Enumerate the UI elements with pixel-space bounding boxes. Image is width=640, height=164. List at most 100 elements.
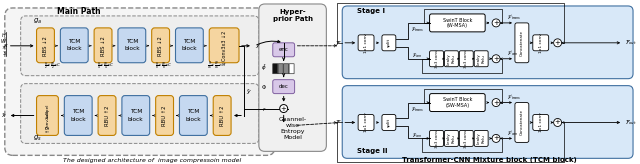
Text: Concatenate: Concatenate — [520, 30, 524, 56]
FancyBboxPatch shape — [20, 84, 259, 143]
Text: Transformer-CNN Mixture block (TCM block): Transformer-CNN Mixture block (TCM block… — [402, 157, 577, 163]
Text: $g_s$: $g_s$ — [33, 134, 42, 143]
Text: Conv3x3 ↓2: Conv3x3 ↓2 — [221, 31, 227, 61]
FancyBboxPatch shape — [444, 51, 458, 67]
FancyBboxPatch shape — [358, 114, 374, 130]
Text: RBU ↑2: RBU ↑2 — [162, 105, 167, 126]
FancyBboxPatch shape — [179, 96, 207, 135]
Text: Main Path: Main Path — [58, 7, 101, 16]
Text: block: block — [182, 46, 197, 51]
Text: Leaky
Relu: Leaky Relu — [447, 53, 456, 65]
Text: $\mathcal{F}_{cnn}$: $\mathcal{F}_{cnn}$ — [412, 51, 423, 60]
FancyBboxPatch shape — [342, 6, 633, 79]
Text: 1x1 conv: 1x1 conv — [539, 33, 543, 53]
Text: $\mathcal{F}_{cnn}$: $\mathcal{F}_{cnn}$ — [412, 131, 423, 140]
FancyBboxPatch shape — [515, 102, 529, 142]
Text: 3x3 conv: 3x3 conv — [435, 129, 438, 148]
FancyBboxPatch shape — [36, 96, 58, 135]
Text: $g_a$: $g_a$ — [33, 16, 42, 26]
Text: block: block — [186, 117, 201, 122]
FancyBboxPatch shape — [98, 96, 116, 135]
FancyBboxPatch shape — [122, 96, 150, 135]
FancyBboxPatch shape — [36, 28, 54, 63]
Text: y: y — [255, 43, 259, 48]
Text: $\mathcal{F}'_{trans}$: $\mathcal{F}'_{trans}$ — [507, 93, 522, 102]
Text: ↑2: ↑2 — [45, 125, 50, 132]
FancyBboxPatch shape — [278, 64, 283, 74]
FancyBboxPatch shape — [382, 35, 396, 51]
Text: $\hat{\phi}$: $\hat{\phi}$ — [261, 62, 267, 73]
Text: subpel: subpel — [45, 103, 49, 118]
FancyBboxPatch shape — [289, 64, 294, 74]
FancyBboxPatch shape — [60, 28, 88, 63]
Text: +: + — [493, 135, 499, 141]
FancyBboxPatch shape — [532, 114, 548, 130]
Text: +: + — [555, 120, 561, 125]
FancyBboxPatch shape — [474, 130, 488, 146]
Text: 1x1 conv: 1x1 conv — [364, 113, 368, 132]
FancyBboxPatch shape — [515, 23, 529, 63]
Text: $\mathcal{F}_{trans}$: $\mathcal{F}_{trans}$ — [411, 105, 424, 114]
Circle shape — [492, 99, 500, 107]
FancyBboxPatch shape — [358, 35, 374, 51]
FancyBboxPatch shape — [94, 28, 112, 63]
Text: Stage I: Stage I — [357, 8, 385, 14]
Text: +: + — [555, 40, 561, 46]
Text: +: + — [281, 106, 287, 112]
FancyBboxPatch shape — [429, 14, 485, 32]
Text: +: + — [493, 20, 499, 26]
Text: TCM: TCM — [187, 109, 200, 114]
Text: +: + — [493, 100, 499, 106]
Text: enc: enc — [279, 47, 289, 52]
Text: dec: dec — [279, 84, 289, 89]
FancyBboxPatch shape — [20, 16, 259, 76]
Text: $\mathcal{F}_{out}$: $\mathcal{F}_{out}$ — [625, 38, 637, 47]
FancyBboxPatch shape — [273, 80, 294, 94]
Text: $\Phi$: $\Phi$ — [261, 83, 267, 91]
Text: $\mathcal{F}$: $\mathcal{F}$ — [335, 118, 341, 126]
FancyBboxPatch shape — [429, 51, 444, 67]
Text: block: block — [70, 117, 86, 122]
Text: $\frac{H}{2}$$\times$$\frac{W}{2}$$\times C$: $\frac{H}{2}$$\times$$\frac{W}{2}$$\time… — [44, 61, 61, 72]
FancyBboxPatch shape — [175, 28, 204, 63]
Text: Hyper-
prior Path: Hyper- prior Path — [273, 10, 312, 22]
Text: 1x1 conv: 1x1 conv — [539, 113, 543, 132]
Text: split: split — [387, 118, 391, 127]
Text: block: block — [128, 117, 143, 122]
FancyBboxPatch shape — [474, 51, 488, 67]
Text: 3x3 conv: 3x3 conv — [464, 129, 468, 148]
FancyBboxPatch shape — [460, 130, 473, 146]
Circle shape — [492, 55, 500, 63]
Text: $\frac{H}{8}$$\times$$\frac{W}{8}$$\times C$: $\frac{H}{8}$$\times$$\frac{W}{8}$$\time… — [155, 61, 173, 72]
FancyBboxPatch shape — [429, 94, 485, 112]
FancyBboxPatch shape — [284, 64, 289, 74]
Circle shape — [492, 19, 500, 27]
Text: H: H — [2, 33, 6, 38]
FancyBboxPatch shape — [118, 28, 146, 63]
FancyBboxPatch shape — [213, 96, 231, 135]
Text: W: W — [1, 39, 6, 44]
Text: $\mathcal{F}'_{cnn}$: $\mathcal{F}'_{cnn}$ — [507, 129, 519, 138]
Text: Concatenate: Concatenate — [520, 110, 524, 135]
Text: RBS ↓2: RBS ↓2 — [158, 36, 163, 56]
Circle shape — [280, 105, 287, 113]
Text: $\mathcal{F}$: $\mathcal{F}$ — [335, 39, 341, 47]
Text: 3x3 conv: 3x3 conv — [435, 50, 438, 68]
Text: $\frac{H}{4}$$\times$$\frac{W}{4}$$\times C$: $\frac{H}{4}$$\times$$\frac{W}{4}$$\time… — [97, 61, 115, 72]
Text: $\mathcal{F}_{out}$: $\mathcal{F}_{out}$ — [625, 118, 637, 127]
Circle shape — [492, 134, 500, 142]
Text: RBU ↑2: RBU ↑2 — [220, 105, 225, 126]
FancyBboxPatch shape — [65, 96, 92, 135]
FancyBboxPatch shape — [382, 114, 396, 130]
Text: Conv2x3: Conv2x3 — [45, 110, 49, 129]
Text: RBS ↓2: RBS ↓2 — [43, 36, 48, 56]
Text: +: + — [493, 56, 499, 62]
Text: Stage II: Stage II — [357, 148, 388, 154]
FancyBboxPatch shape — [209, 28, 239, 63]
FancyBboxPatch shape — [273, 64, 278, 74]
FancyBboxPatch shape — [156, 96, 173, 135]
Text: 1x1 conv: 1x1 conv — [364, 33, 368, 53]
Text: 3: 3 — [3, 51, 6, 56]
Text: $\hat{x}$: $\hat{x}$ — [1, 111, 7, 120]
Text: Channel-
wise
Entropy
Model: Channel- wise Entropy Model — [278, 117, 307, 140]
